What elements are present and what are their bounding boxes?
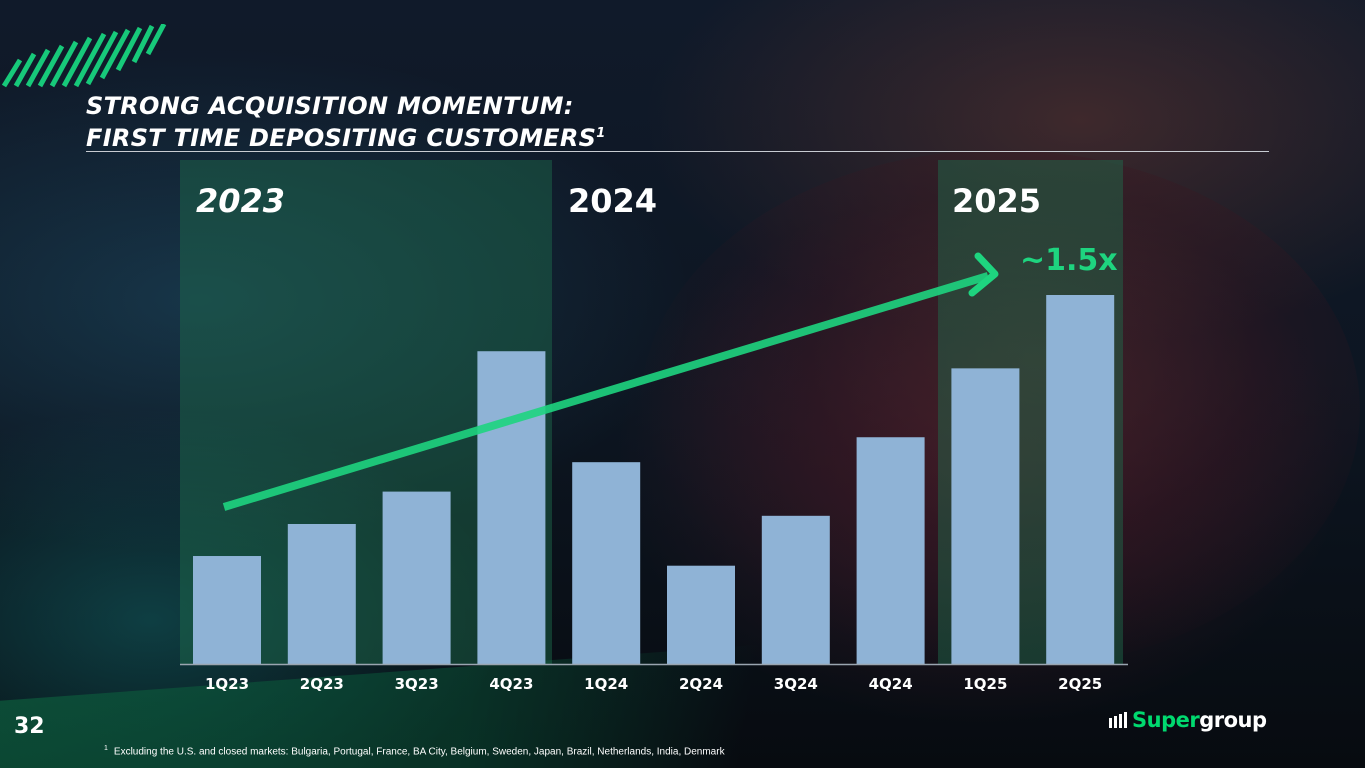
title-footnote-marker: 1	[596, 126, 606, 141]
x-tick-label-3Q23: 3Q23	[395, 675, 439, 693]
x-tick-label-4Q23: 4Q23	[489, 675, 533, 693]
x-tick-label-1Q24: 1Q24	[584, 675, 628, 693]
bar-3Q23	[382, 491, 451, 664]
annotation: ~1.5x	[1020, 243, 1118, 278]
page-title: STRONG ACQUISITION MOMENTUM: FIRST TIME …	[86, 92, 606, 152]
footnote-marker: 1	[104, 745, 108, 752]
bar-1Q25	[951, 368, 1020, 664]
bar-4Q24	[856, 437, 925, 664]
year-label-2024: 2024	[568, 182, 657, 220]
year-label-2023: 2023	[196, 182, 285, 220]
x-tick-label-1Q25: 1Q25	[963, 675, 1007, 693]
x-tick-label-4Q24: 4Q24	[869, 675, 913, 693]
title-line-1: STRONG ACQUISITION MOMENTUM:	[86, 92, 574, 120]
page-number: 32	[14, 714, 45, 739]
bar-2Q23	[287, 523, 356, 664]
decorative-stripes-icon	[1, 24, 167, 88]
x-tick-label-2Q23: 2Q23	[300, 675, 344, 693]
growth-annotation: ~1.5x	[1020, 243, 1118, 278]
title-line-2-text: FIRST TIME DEPOSITING CUSTOMERS	[86, 124, 597, 152]
bar-1Q24	[572, 462, 641, 664]
logo-group-text: group	[1199, 708, 1267, 732]
logo-bars-icon	[1109, 712, 1127, 728]
x-tick-label-1Q23: 1Q23	[205, 675, 249, 693]
x-axis: 1Q23 2Q23 3Q23 4Q23 1Q24 2Q24 3Q24 4Q24 1Q25 2Q25	[180, 663, 1128, 693]
trend-arrow-shaft	[222, 272, 990, 511]
year-label-2025: 2025	[952, 182, 1041, 220]
year-labels: 2023 2024 2025	[196, 182, 1041, 220]
logo-super-text: Super	[1132, 708, 1200, 732]
x-tick-label-2Q24: 2Q24	[679, 675, 723, 693]
bar-2Q25	[1046, 295, 1115, 664]
supergroup-logo: Super group	[1109, 706, 1267, 734]
trend-arrow-head-icon	[968, 252, 999, 297]
x-tick-label-3Q24: 3Q24	[774, 675, 818, 693]
chart-bars	[193, 295, 1115, 664]
bar-4Q23	[477, 351, 546, 664]
trend-arrow	[222, 252, 999, 511]
footnote-text: Excluding the U.S. and closed markets: B…	[113, 746, 725, 758]
bar-3Q24	[761, 515, 830, 664]
title-line-2: FIRST TIME DEPOSITING CUSTOMERS1	[86, 120, 606, 152]
bar-1Q23	[193, 556, 261, 664]
x-tick-label-2Q25: 2Q25	[1058, 675, 1102, 693]
footnote: 1 Excluding the U.S. and closed markets: …	[104, 745, 725, 757]
bar-2Q24	[667, 565, 735, 664]
title-divider	[86, 151, 1269, 152]
